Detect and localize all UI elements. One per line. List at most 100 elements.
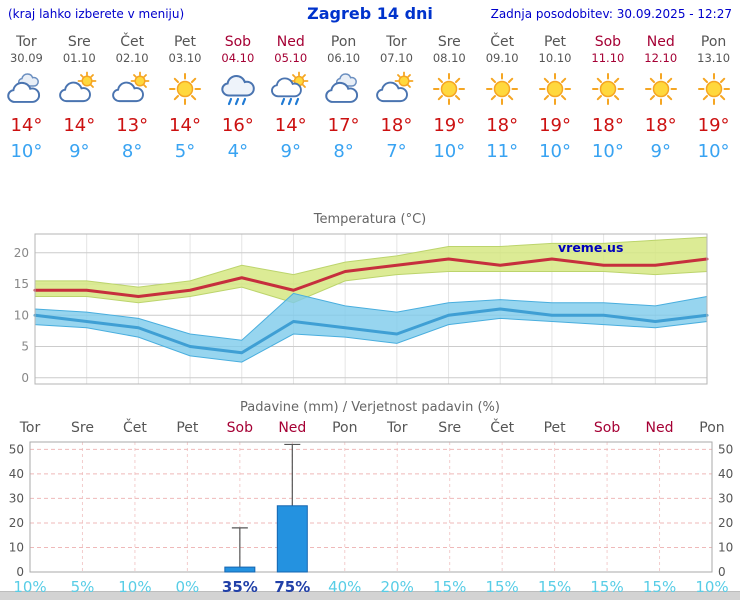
day-date: 10.10: [538, 51, 572, 65]
precip-probability: 15%: [643, 578, 676, 596]
day-max-temp: 18°: [380, 115, 413, 136]
day-min-temp: 10°: [591, 141, 624, 162]
precip-bar: [276, 505, 308, 573]
temperature-chart-title: Temperatura (°C): [313, 212, 427, 227]
day-name: Ned: [276, 34, 305, 50]
day-column: Sob 11.10 18° 10°: [581, 28, 634, 166]
footer-bar: [0, 591, 740, 600]
page-title: Zagreb 14 dni: [307, 4, 433, 23]
last-updated: Zadnja posodobitev: 30.09.2025 - 12:27: [490, 7, 732, 21]
precip-probability: 15%: [433, 578, 466, 596]
precip-ytick-left: 50: [9, 442, 24, 456]
day-column: Ned 12.10 18° 9°: [634, 28, 687, 166]
precip-day-label: Ned: [646, 420, 674, 436]
day-max-temp: 14°: [274, 115, 307, 136]
precip-ytick-right: 50: [718, 442, 733, 456]
precip-day-label: Sre: [438, 420, 461, 436]
day-date: 01.10: [62, 51, 96, 65]
day-min-temp: 4°: [227, 141, 249, 162]
precip-ytick-left: 30: [9, 491, 24, 505]
precip-day-label: Čet: [490, 418, 514, 436]
day-column: Pon 13.10 19° 10°: [687, 28, 740, 166]
day-min-temp: 8°: [121, 141, 143, 162]
cloudy-icon: [317, 66, 370, 112]
day-min-temp: 5°: [174, 141, 196, 162]
day-column: Pet 03.10 14° 5°: [159, 28, 212, 166]
day-max-temp: 16°: [221, 115, 254, 136]
day-column: Čet 02.10 13° 8°: [106, 28, 159, 166]
precipitation-chart-title: Padavine (mm) / Verjetnost padavin (%): [240, 400, 500, 415]
precip-ytick-left: 20: [9, 516, 24, 530]
rain-sun-icon: [264, 66, 317, 112]
temp-ytick-label: 5: [21, 340, 29, 354]
precip-probability: 10%: [118, 578, 151, 596]
day-max-temp: 13°: [116, 115, 149, 136]
day-column: Tor 07.10 18° 7°: [370, 28, 423, 166]
day-date: 11.10: [591, 51, 625, 65]
day-column: Pon 06.10 17° 8°: [317, 28, 370, 166]
precip-probability: 10%: [695, 578, 728, 596]
day-min-temp: 10°: [10, 141, 43, 162]
rain-icon: [211, 66, 264, 112]
precip-ytick-right: 20: [718, 516, 733, 530]
day-name: Tor: [16, 34, 37, 50]
temp-ytick-label: 20: [14, 246, 29, 260]
day-max-temp: 17°: [327, 115, 360, 136]
day-name: Pon: [330, 34, 357, 50]
day-date: 12.10: [644, 51, 678, 65]
day-max-temp: 18°: [486, 115, 519, 136]
day-max-temp: 18°: [591, 115, 624, 136]
menu-hint[interactable]: (kraj lahko izberete v meniju): [8, 7, 185, 21]
precip-probability: 20%: [381, 578, 414, 596]
precip-ytick-right: 0: [718, 565, 726, 579]
day-name: Sob: [594, 34, 622, 50]
precip-day-label: Čet: [123, 418, 147, 436]
precip-day-label: Sob: [594, 420, 620, 436]
precip-day-label: Sre: [71, 420, 94, 436]
day-date: 04.10: [221, 51, 255, 65]
day-name: Sob: [224, 34, 252, 50]
sun-cloud-icon: [106, 66, 159, 112]
day-name: Pet: [544, 34, 567, 50]
precip-day-label: Pon: [332, 420, 357, 436]
day-date: 09.10: [485, 51, 519, 65]
precip-probability: 35%: [222, 578, 258, 596]
precip-probability: 10%: [13, 578, 46, 596]
forecast-table: Tor 30.09 14° 10° Sre 01.10 14° 9° Čet 02.10 13° 8°…: [0, 28, 740, 166]
day-date: 05.10: [274, 51, 308, 65]
precip-probability: 15%: [538, 578, 571, 596]
precip-day-label: Sob: [227, 420, 253, 436]
day-min-temp: 9°: [650, 141, 671, 162]
day-column: Tor 30.09 14° 10°: [0, 28, 53, 166]
day-column: Sre 01.10 14° 9°: [53, 28, 106, 166]
precip-bar: [224, 566, 256, 573]
day-date: 07.10: [379, 51, 413, 65]
day-column: Sob 04.10 16° 4°: [211, 28, 264, 166]
day-name: Sre: [437, 34, 461, 50]
day-name: Pon: [700, 34, 727, 50]
day-column: Pet 10.10 19° 10°: [529, 28, 582, 166]
day-max-temp: 14°: [10, 115, 43, 136]
precipitation-chart: Tor Sre Čet Pet Sob Ned Pon Tor Sre Čet Pet Sob Ned P…: [9, 418, 734, 596]
precip-probability: 5%: [71, 578, 95, 596]
day-date: 08.10: [432, 51, 466, 65]
precip-ytick-right: 10: [718, 540, 733, 554]
precip-probability: 0%: [175, 578, 199, 596]
day-min-temp: 10°: [539, 141, 571, 162]
day-min-temp: 11°: [486, 141, 519, 162]
sunny-icon: [529, 66, 582, 112]
temperature-chart: 0 5 10 15 20 vreme.us: [14, 233, 709, 385]
day-min-temp: 8°: [333, 141, 354, 162]
sun-cloud-icon: [370, 66, 423, 112]
precip-day-label: Pet: [544, 420, 567, 436]
precip-probability: 15%: [485, 578, 518, 596]
day-date: 06.10: [327, 51, 361, 65]
day-max-temp: 18°: [644, 115, 677, 136]
day-column: Sre 08.10 19° 10°: [423, 28, 476, 166]
tmax-line: [33, 257, 709, 298]
day-column: Čet 09.10 18° 11°: [476, 28, 529, 166]
sunny-icon: [423, 66, 476, 112]
precip-day-label: Tor: [386, 420, 408, 436]
sunny-icon: [634, 66, 687, 112]
